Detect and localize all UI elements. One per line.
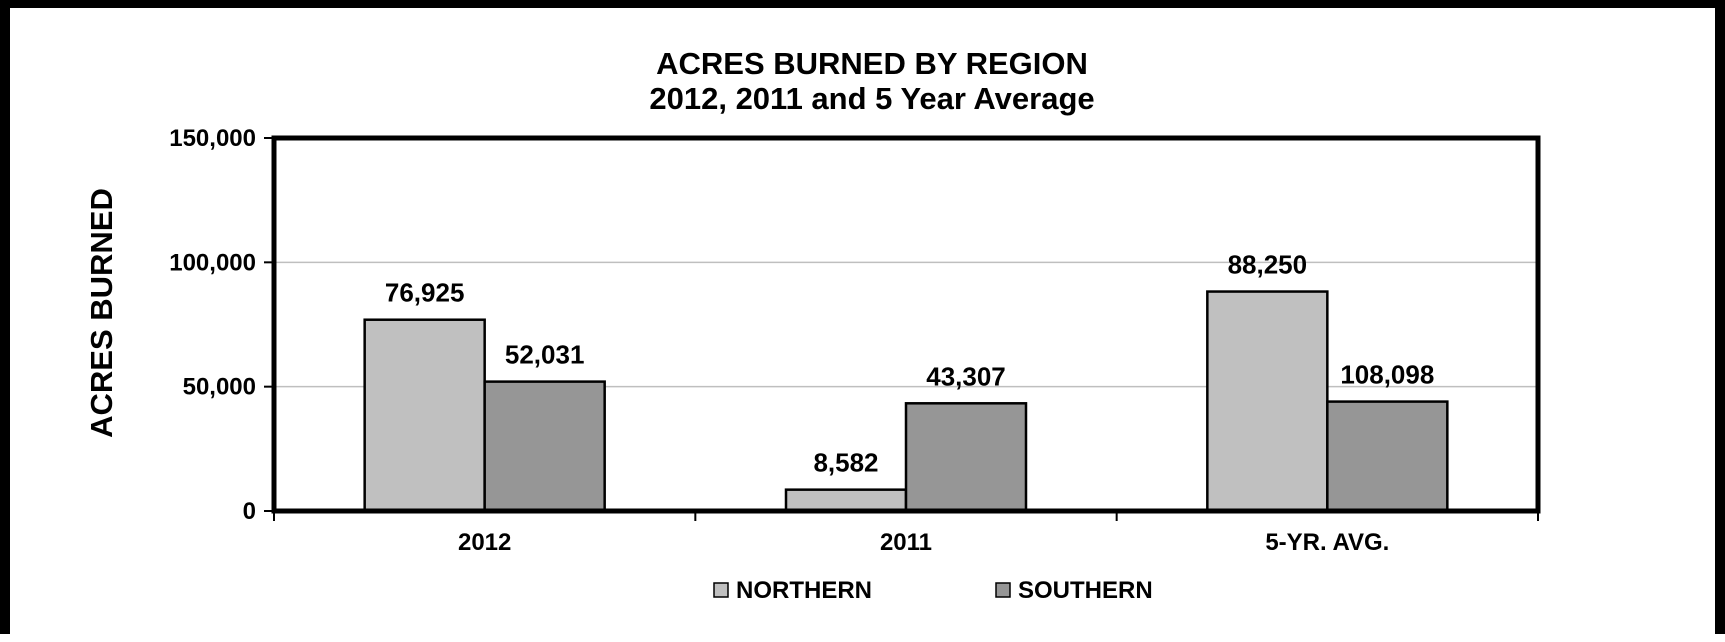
x-tick-label: 2011 xyxy=(880,529,932,556)
legend-swatch-northern xyxy=(713,582,729,598)
y-tick-label: 150,000 xyxy=(169,125,256,152)
legend-swatch-southern xyxy=(995,582,1011,598)
bar-southern xyxy=(483,380,606,513)
plot-area-border xyxy=(271,135,1541,514)
data-label: 108,098 xyxy=(1340,360,1434,390)
bar-northern xyxy=(1206,290,1329,513)
y-tick-label: 100,000 xyxy=(169,249,256,276)
chart-title: ACRES BURNED BY REGION xyxy=(656,46,1088,81)
legend-label-southern: SOUTHERN xyxy=(1018,577,1153,604)
bar-southern xyxy=(1326,400,1449,513)
x-tick-label: 5-YR. AVG. xyxy=(1265,529,1389,556)
bar-northern xyxy=(363,318,486,513)
legend-label-northern: NORTHERN xyxy=(736,577,872,604)
data-label: 8,582 xyxy=(813,448,878,478)
chart-subtitle: 2012, 2011 and 5 Year Average xyxy=(649,81,1094,116)
y-axis-title: ACRES BURNED xyxy=(84,188,119,438)
y-tick-label: 0 xyxy=(243,498,256,525)
data-label: 52,031 xyxy=(505,340,585,370)
bar-northern xyxy=(784,488,908,513)
bar-southern xyxy=(904,402,1028,513)
bar-chart: ACRES BURNED BY REGION 2012, 2011 and 5 … xyxy=(84,46,1541,604)
data-label: 76,925 xyxy=(385,278,465,308)
y-tick-label: 50,000 xyxy=(183,374,256,401)
data-label: 43,307 xyxy=(926,361,1006,391)
x-tick-label: 2012 xyxy=(458,529,511,556)
data-label: 88,250 xyxy=(1228,250,1308,280)
